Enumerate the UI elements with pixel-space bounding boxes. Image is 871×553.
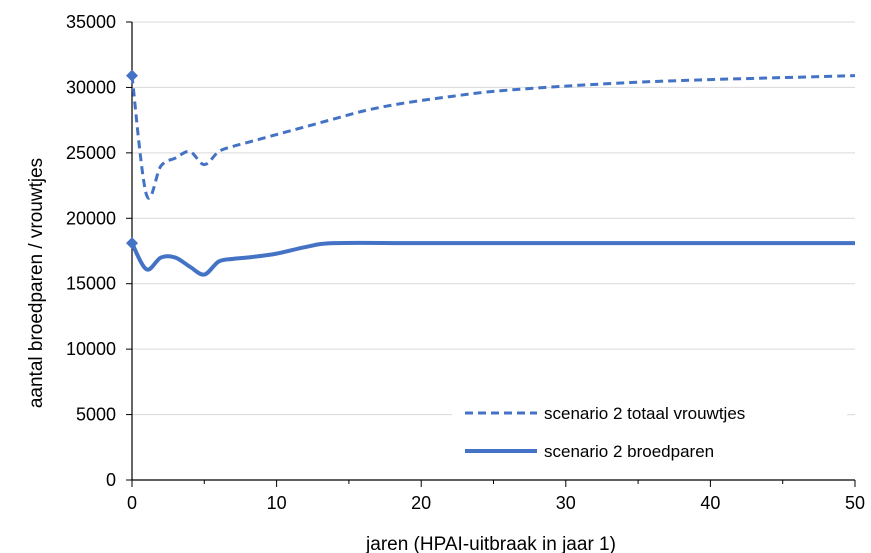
series-lines xyxy=(126,69,856,277)
legend-label-2: scenario 2 broedparen xyxy=(544,442,714,461)
y-tick-label: 35000 xyxy=(66,12,116,32)
y-tick-label: 0 xyxy=(106,470,116,490)
y-tick-label: 15000 xyxy=(66,274,116,294)
series-start-marker-2 xyxy=(126,237,138,250)
x-tick-label: 20 xyxy=(411,493,431,513)
legend: scenario 2 totaal vrouwtjes scenario 2 br… xyxy=(452,395,847,470)
series-line-2 xyxy=(130,240,855,277)
axes xyxy=(126,21,856,487)
y-tick-label: 5000 xyxy=(76,405,116,425)
x-tick-label: 0 xyxy=(127,493,137,513)
series-start-marker-1 xyxy=(126,69,138,82)
gridlines xyxy=(132,21,855,416)
y-tick-label: 30000 xyxy=(66,77,116,97)
series-line-1 xyxy=(130,74,856,200)
y-tick-label: 20000 xyxy=(66,208,116,228)
legend-background xyxy=(452,395,847,470)
x-tick-label: 10 xyxy=(267,493,287,513)
tick-labels: 0 5000 10000 15000 20000 25000 30000 35000 0 10 20… xyxy=(66,12,865,513)
x-tick-label: 50 xyxy=(845,493,865,513)
x-tick-label: 40 xyxy=(700,493,720,513)
legend-label-1: scenario 2 totaal vrouwtjes xyxy=(544,404,745,423)
y-axis-title: aantal broedparen / vrouwtjes xyxy=(26,158,47,408)
x-axis-title: jaren (HPAI-uitbraak in jaar 1) xyxy=(365,534,616,553)
y-tick-label: 10000 xyxy=(66,339,116,359)
y-tick-label: 25000 xyxy=(66,143,116,163)
x-tick-label: 30 xyxy=(556,493,576,513)
